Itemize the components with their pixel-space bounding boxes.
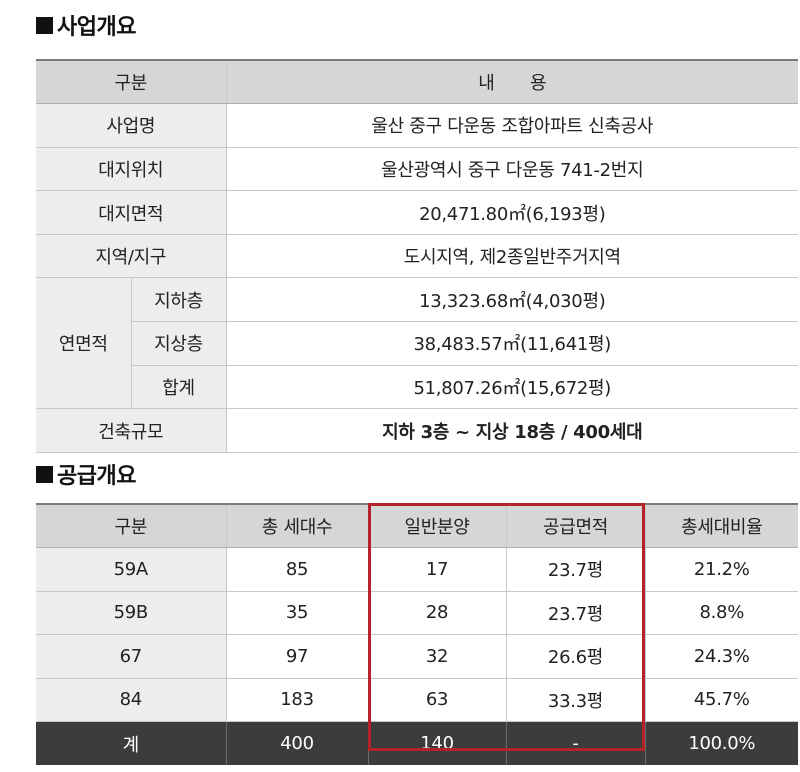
table-row: 59A 85 17 23.7평 21.2% [36, 547, 798, 592]
sub-row-label: 합계 [130, 365, 226, 410]
total-row: 계 400 140 - 100.0% [36, 721, 798, 765]
overview-header-row: 구분 내 용 [36, 59, 798, 105]
overview-table: 구분 내 용 사업명 울산 중구 다운동 조합아파트 신축공사 대지위치 울산광… [36, 59, 798, 453]
row-value: 38,483.57㎡(11,641평) [225, 321, 798, 366]
cell: 63 [367, 678, 506, 722]
square-bullet-icon [36, 465, 53, 483]
header-cell: 총 세대수 [225, 503, 368, 548]
supply-table: 구분 총 세대수 일반분양 공급면적 총세대비율 59A 85 17 23.7평… [36, 503, 798, 765]
row-label: 대지면적 [36, 190, 226, 235]
row-value: 13,323.68㎡(4,030평) [225, 277, 798, 323]
cell: 97 [225, 634, 368, 679]
cell: 33.3평 [505, 678, 645, 722]
cell: 84 [36, 678, 226, 722]
cell: 23.7평 [505, 591, 645, 635]
table-row: 연면적 지하층 13,323.68㎡(4,030평) [36, 277, 798, 410]
total-cell: 400 [225, 721, 368, 765]
row-label: 건축규모 [36, 408, 226, 453]
row-value: 울산광역시 중구 다운동 741-2번지 [225, 147, 798, 192]
table-row: 지역/지구 도시지역, 제2종일반주거지역 [36, 234, 798, 279]
cell: 67 [36, 634, 226, 679]
cell: 26.6평 [505, 634, 645, 679]
total-cell: 계 [36, 721, 226, 765]
cell: 23.7평 [505, 547, 645, 592]
cell: 32 [367, 634, 506, 679]
table-row: 대지위치 울산광역시 중구 다운동 741-2번지 [36, 147, 798, 192]
cell: 28 [367, 591, 506, 635]
row-value: 울산 중구 다운동 조합아파트 신축공사 [225, 103, 798, 148]
cell: 59A [36, 547, 226, 592]
supply-section-title: 공급개요 [36, 460, 136, 489]
cell: 24.3% [644, 634, 798, 679]
overview-title: 사업개요 [57, 15, 136, 40]
cell: 85 [225, 547, 368, 592]
row-value: 20,471.80㎡(6,193평) [225, 190, 798, 235]
row-value: 도시지역, 제2종일반주거지역 [225, 234, 798, 279]
header-cell: 공급면적 [505, 503, 645, 548]
row-label: 대지위치 [36, 147, 226, 192]
total-cell: 140 [367, 721, 506, 765]
supply-title: 공급개요 [57, 464, 136, 489]
total-cell: - [505, 721, 645, 765]
sub-row-label: 지하층 [130, 277, 226, 323]
total-cell: 100.0% [644, 721, 798, 765]
table-row: 합계 51,807.26㎡(15,672평) [36, 365, 798, 410]
table-row: 대지면적 20,471.80㎡(6,193평) [36, 190, 798, 235]
cell: 8.8% [644, 591, 798, 635]
table-row: 사업명 울산 중구 다운동 조합아파트 신축공사 [36, 103, 798, 148]
cell: 17 [367, 547, 506, 592]
cell: 45.7% [644, 678, 798, 722]
row-label: 사업명 [36, 103, 226, 148]
header-cell: 일반분양 [367, 503, 506, 548]
square-bullet-icon [36, 16, 53, 34]
sub-row-label: 지상층 [130, 321, 226, 366]
cell: 183 [225, 678, 368, 722]
table-row: 건축규모 지하 3층 ~ 지상 18층 / 400세대 [36, 408, 798, 453]
header-content: 내 용 [225, 59, 798, 105]
table-row: 84 183 63 33.3평 45.7% [36, 678, 798, 722]
cell: 59B [36, 591, 226, 635]
header-category: 구분 [36, 59, 226, 105]
table-row: 67 97 32 26.6평 24.3% [36, 634, 798, 679]
row-value: 지하 3층 ~ 지상 18층 / 400세대 [225, 408, 798, 453]
table-row: 59B 35 28 23.7평 8.8% [36, 591, 798, 635]
floor-area-label: 연면적 [36, 277, 131, 410]
row-value: 51,807.26㎡(15,672평) [225, 365, 798, 410]
header-cell: 구분 [36, 503, 226, 548]
row-label: 지역/지구 [36, 234, 226, 279]
overview-section-title: 사업개요 [36, 11, 136, 40]
cell: 35 [225, 591, 368, 635]
table-row: 지상층 38,483.57㎡(11,641평) [36, 321, 798, 366]
supply-header-row: 구분 총 세대수 일반분양 공급면적 총세대비율 [36, 503, 798, 548]
header-cell: 총세대비율 [644, 503, 798, 548]
cell: 21.2% [644, 547, 798, 592]
